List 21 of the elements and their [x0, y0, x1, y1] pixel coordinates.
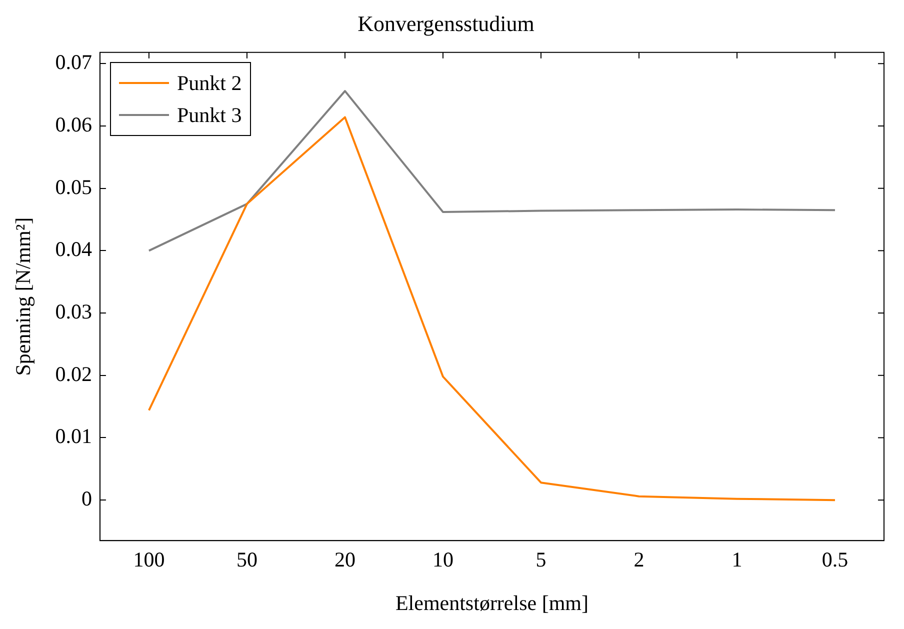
y-tick-label: 0.04	[55, 237, 92, 262]
y-tick-label: 0.01	[55, 424, 92, 448]
x-axis-title: Elementstørrelse [mm]	[395, 590, 588, 615]
y-axis-title: Spenning [N/mm²]	[11, 217, 36, 376]
y-tick-label: 0	[81, 486, 92, 511]
chart-title: Konvergensstudium	[358, 10, 534, 36]
x-tick-label: 10	[432, 548, 454, 572]
x-tick-label: 100	[133, 548, 165, 572]
x-tick-label: 5	[536, 548, 546, 572]
x-tick-label: 2	[634, 548, 644, 572]
y-tick-label: 0.05	[55, 174, 92, 199]
x-tick-label: 20	[334, 548, 356, 572]
y-tick-label: 0.06	[55, 112, 92, 136]
x-tick-label: 1	[732, 548, 742, 572]
legend-label: Punkt 2	[176, 70, 242, 98]
legend-label: Punkt 3	[176, 102, 242, 130]
y-tick-label: 0.03	[55, 300, 92, 324]
x-tick-label: 50	[236, 548, 258, 572]
y-tick-label: 0.02	[55, 362, 92, 386]
y-tick-label: 0.07	[55, 50, 92, 74]
x-tick-label: 0.5	[822, 548, 848, 572]
